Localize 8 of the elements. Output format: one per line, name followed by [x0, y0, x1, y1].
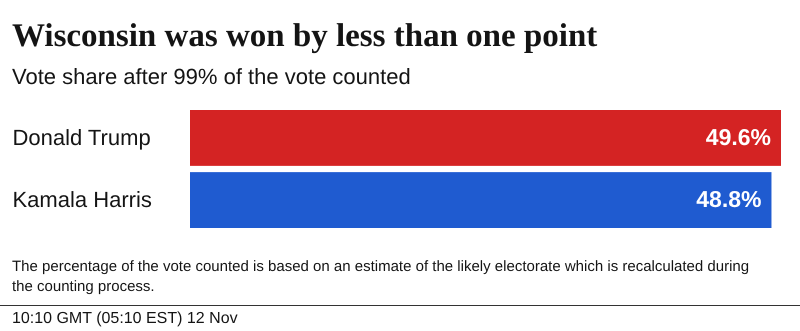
y-tick-label: Kamala Harris	[12, 187, 152, 212]
chart-title: Wisconsin was won by less than one point	[12, 18, 598, 55]
data-label: 48.8%	[696, 186, 762, 212]
y-tick-label: Donald Trump	[12, 124, 151, 150]
text: The percentage of the vote counted is based on an estimate of the likely electorate which is recalculated during the counting process.	[12, 257, 750, 297]
text: 10:10 GMT (05:10 EST) 12 Nov	[0, 305, 800, 328]
chart-subtitle: Vote share after 99% of the vote counted	[12, 64, 411, 90]
data-label: 49.6%	[706, 124, 771, 150]
